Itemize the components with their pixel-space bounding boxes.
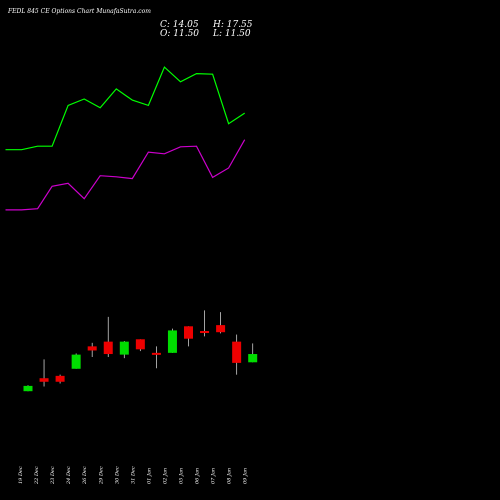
high-value: H: 17.55 bbox=[213, 20, 253, 30]
date-label: 01 Jan bbox=[146, 468, 152, 484]
candle-body-up bbox=[23, 385, 33, 392]
date-label: 08 Jan bbox=[227, 468, 233, 484]
open-value: O: 11.50 bbox=[160, 29, 200, 39]
date-label: 31 Dec bbox=[130, 466, 136, 484]
candle-body-down bbox=[55, 375, 65, 382]
lower-indicator-line bbox=[5, 139, 246, 211]
candle-body-up bbox=[167, 330, 177, 353]
date-label: 29 Dec bbox=[98, 466, 104, 485]
candle-body-down bbox=[39, 378, 49, 382]
date-label: 22 Dec bbox=[34, 466, 40, 485]
low-value: L: 11.50 bbox=[213, 29, 251, 39]
date-label: 02 Jan bbox=[162, 468, 168, 484]
date-label: 06 Jan bbox=[195, 468, 201, 484]
candle-body-down bbox=[200, 331, 210, 334]
candle-body-up bbox=[119, 341, 129, 355]
date-label: 05 Jan bbox=[179, 468, 185, 484]
date-label: 23 Dec bbox=[50, 466, 56, 485]
date-label: 24 Dec bbox=[66, 466, 72, 485]
date-label: 26 Dec bbox=[82, 466, 88, 485]
candle-body-down bbox=[151, 352, 161, 355]
candle-body-down bbox=[135, 339, 145, 350]
candle-body-up bbox=[248, 354, 258, 363]
indicator-lines bbox=[5, 66, 246, 211]
upper-indicator-line bbox=[5, 66, 246, 151]
candle-body-down bbox=[184, 326, 193, 339]
date-label: 07 Jan bbox=[211, 468, 217, 484]
close-value: C: 14.05 bbox=[160, 20, 199, 30]
candle-body-down bbox=[87, 346, 97, 351]
date-label: 30 Dec bbox=[114, 466, 120, 484]
candles bbox=[23, 310, 258, 392]
candle-body-up bbox=[71, 354, 81, 369]
date-label: 19 Dec bbox=[18, 466, 24, 484]
candle-body-down bbox=[232, 341, 242, 363]
chart-title: FEDL 845 CE Options Chart MunafaSutra.co… bbox=[8, 8, 151, 15]
candle-body-down bbox=[103, 341, 113, 355]
candle-body-down bbox=[216, 325, 226, 333]
date-axis: 19 Dec 22 Dec 23 Dec 24 Dec 26 Dec 29 Dec 30 D… bbox=[18, 466, 249, 485]
date-label: 09 Jan bbox=[243, 468, 249, 484]
